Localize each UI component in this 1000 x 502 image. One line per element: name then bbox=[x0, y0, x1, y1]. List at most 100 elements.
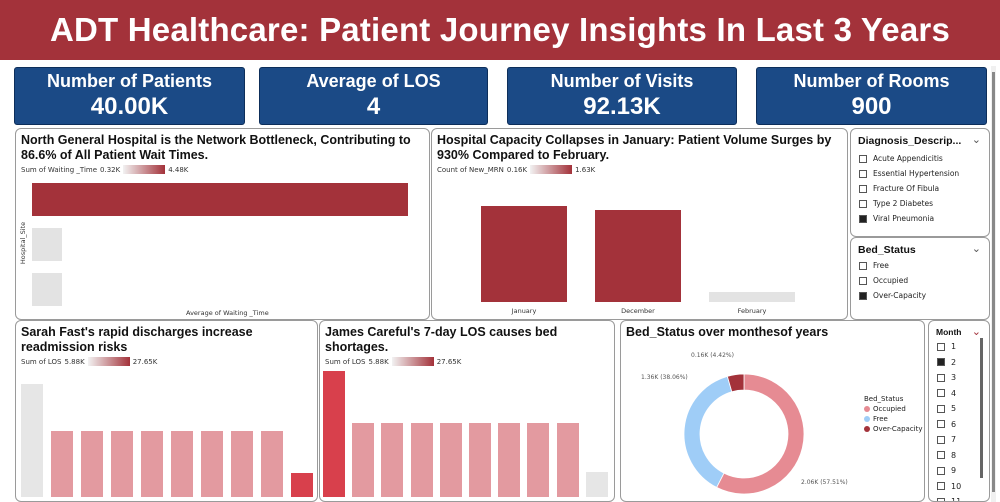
bar[interactable] bbox=[439, 422, 462, 497]
legend-item[interactable]: Occupied bbox=[864, 405, 923, 413]
legend-item[interactable]: Over-Capacity bbox=[864, 425, 923, 433]
page-scrollbar[interactable] bbox=[991, 66, 996, 502]
checkbox[interactable] bbox=[937, 451, 945, 460]
checkbox[interactable] bbox=[859, 184, 867, 193]
legend-min: 5.88K bbox=[368, 357, 389, 366]
legend-item[interactable]: Free bbox=[864, 415, 923, 423]
option-label: Type 2 Diabetes bbox=[873, 199, 934, 208]
donut-svg: 2.06K (57.51%) 1.36K (38.06%) 0.16K (4.42%… bbox=[641, 352, 848, 495]
checkbox[interactable] bbox=[937, 404, 945, 413]
slicer-option[interactable]: Over-Capacity bbox=[851, 288, 989, 303]
bar[interactable] bbox=[32, 228, 63, 261]
bar[interactable] bbox=[381, 422, 404, 497]
checkbox[interactable] bbox=[859, 276, 867, 285]
slicer-option[interactable]: Free bbox=[851, 258, 989, 273]
bar[interactable] bbox=[585, 471, 608, 497]
kpi-label: Average of LOS bbox=[306, 71, 441, 91]
checkbox[interactable] bbox=[859, 154, 867, 163]
checkbox[interactable] bbox=[937, 358, 945, 367]
slicer-option[interactable]: 7 bbox=[929, 432, 989, 448]
slicer-option[interactable]: 3 bbox=[929, 370, 989, 386]
slicer-option[interactable]: Viral Pneumonia bbox=[851, 211, 989, 226]
slicer-option[interactable]: 10 bbox=[929, 479, 989, 495]
slicer-option[interactable]: 5 bbox=[929, 401, 989, 417]
bed-status-slicer[interactable]: Bed_Status ⌄ Free Occupied Over-Capacity bbox=[850, 237, 990, 320]
chevron-down-icon[interactable]: ⌄ bbox=[971, 325, 981, 338]
bar[interactable] bbox=[51, 431, 73, 497]
bar[interactable] bbox=[231, 431, 253, 497]
donut-slice-free[interactable] bbox=[683, 375, 733, 488]
x-tick-label: January bbox=[511, 307, 537, 315]
data-label: 2.06K (57.51%) bbox=[801, 479, 848, 486]
bar[interactable] bbox=[111, 431, 133, 497]
bar[interactable] bbox=[527, 422, 550, 497]
kpi-visits: Number of Visits 92.13K bbox=[507, 67, 737, 125]
bar[interactable] bbox=[32, 273, 63, 306]
bar[interactable] bbox=[595, 209, 681, 302]
slicer-option[interactable]: 11 bbox=[929, 494, 989, 501]
kpi-value: 92.13K bbox=[583, 93, 661, 120]
checkbox[interactable] bbox=[937, 389, 945, 398]
slicer-option[interactable]: 6 bbox=[929, 417, 989, 433]
slicer-option[interactable]: Essential Hypertension bbox=[851, 166, 989, 181]
data-label: 1.36K (38.06%) bbox=[641, 374, 688, 381]
bar[interactable] bbox=[32, 183, 408, 216]
bar[interactable] bbox=[498, 422, 521, 497]
checkbox[interactable] bbox=[937, 373, 945, 382]
slicer-option[interactable]: 4 bbox=[929, 386, 989, 402]
option-label: 8 bbox=[951, 450, 957, 460]
bar[interactable] bbox=[323, 371, 345, 497]
slicer-option[interactable]: Fracture Of Fibula bbox=[851, 181, 989, 196]
option-label: 6 bbox=[951, 419, 957, 429]
slicer-option[interactable]: 8 bbox=[929, 448, 989, 464]
option-label: Fracture Of Fibula bbox=[873, 184, 940, 193]
color-legend: Sum of LOS 5.88K 27.65K bbox=[16, 357, 317, 366]
donut-slice-over-capacity[interactable] bbox=[726, 373, 745, 393]
bar[interactable] bbox=[81, 431, 103, 497]
bar[interactable] bbox=[556, 422, 579, 497]
bar[interactable] bbox=[261, 431, 283, 497]
chevron-down-icon[interactable]: ⌄ bbox=[971, 242, 981, 255]
donut-slice-occupied[interactable] bbox=[716, 373, 805, 495]
chevron-down-icon[interactable]: ⌄ bbox=[971, 133, 981, 146]
checkbox[interactable] bbox=[859, 261, 867, 270]
checkbox[interactable] bbox=[859, 214, 867, 223]
bar[interactable] bbox=[410, 422, 433, 497]
kpi-label: Number of Patients bbox=[46, 71, 213, 91]
bar[interactable] bbox=[352, 422, 375, 497]
bar[interactable] bbox=[171, 431, 193, 497]
slicer-option[interactable]: 1 bbox=[929, 339, 989, 355]
checkbox[interactable] bbox=[937, 482, 945, 491]
chart-title: James Careful's 7-day LOS causes bed sho… bbox=[325, 325, 558, 354]
slicer-option[interactable]: Occupied bbox=[851, 273, 989, 288]
checkbox[interactable] bbox=[859, 169, 867, 178]
bar[interactable] bbox=[291, 473, 313, 497]
james-careful-los-chart: James Careful's 7-day LOS causes bed sho… bbox=[319, 320, 615, 502]
checkbox[interactable] bbox=[937, 342, 945, 351]
bar[interactable] bbox=[469, 422, 491, 497]
bar[interactable] bbox=[141, 431, 163, 497]
bar[interactable] bbox=[21, 384, 43, 497]
checkbox[interactable] bbox=[859, 199, 867, 208]
kpi-value: 900 bbox=[851, 93, 892, 120]
legend-gradient bbox=[530, 165, 573, 174]
bar[interactable] bbox=[709, 292, 795, 302]
bar[interactable] bbox=[481, 206, 567, 302]
legend-min: 0.16K bbox=[506, 165, 528, 174]
legend-dot bbox=[864, 426, 870, 432]
checkbox[interactable] bbox=[937, 435, 945, 444]
option-label: Essential Hypertension bbox=[873, 169, 960, 178]
slicer-option[interactable]: Type 2 Diabetes bbox=[851, 196, 989, 211]
month-slicer[interactable]: Month ⌄ 1 2 3 4 5 6 7 8 9 10 11 bbox=[928, 320, 990, 502]
slicer-option[interactable]: Acute Appendicitis bbox=[851, 151, 989, 166]
color-legend: Sum of LOS 5.88K 27.65K bbox=[320, 357, 614, 366]
checkbox[interactable] bbox=[859, 291, 867, 300]
slicer-option[interactable]: 9 bbox=[929, 463, 989, 479]
checkbox[interactable] bbox=[937, 466, 945, 475]
slicer-option[interactable]: 2 bbox=[929, 355, 989, 371]
checkbox[interactable] bbox=[937, 497, 945, 501]
slicer-scrollbar[interactable] bbox=[980, 338, 983, 478]
diagnosis-slicer[interactable]: Diagnosis_Descrip... ⌄ Acute Appendiciti… bbox=[850, 128, 990, 237]
checkbox[interactable] bbox=[937, 420, 945, 429]
bar[interactable] bbox=[201, 431, 223, 497]
